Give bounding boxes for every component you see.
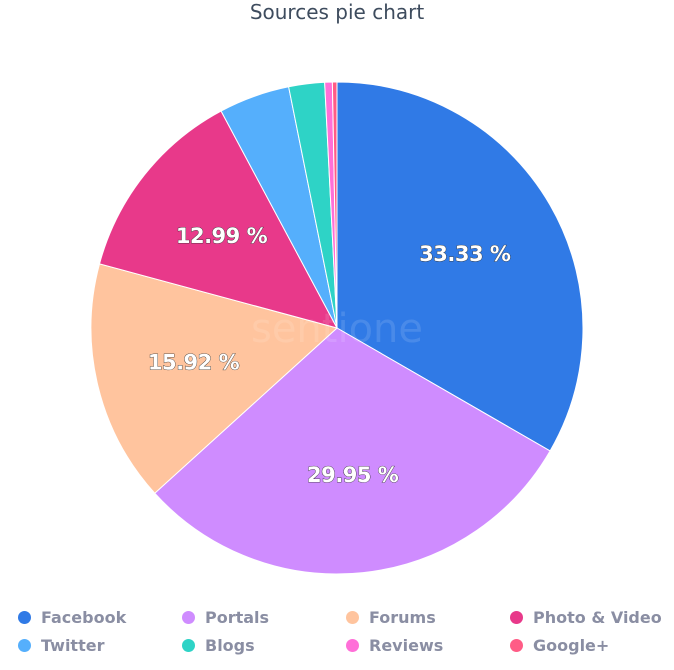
legend-item[interactable]: Portals	[182, 606, 346, 628]
pie-slice-portals[interactable]	[154, 327, 551, 575]
legend-marker-icon	[18, 638, 31, 652]
legend-marker-icon	[18, 610, 31, 624]
legend-label: Google+	[533, 635, 610, 655]
pie-slice-forums[interactable]	[90, 263, 339, 494]
legend-marker-icon	[510, 610, 523, 624]
legend-item[interactable]: Google+	[510, 634, 674, 656]
legend-item[interactable]: Twitter	[18, 634, 182, 656]
legend-label: Twitter	[41, 635, 105, 655]
legend-label: Photo & Video	[533, 607, 662, 627]
legend: Facebook Portals Forums Photo & Video Twitte…	[18, 606, 674, 656]
data-label: 12.99 %	[176, 224, 268, 248]
watermark: sentione	[251, 306, 423, 352]
pie-slice-facebook[interactable]	[336, 81, 584, 452]
legend-item[interactable]: Forums	[346, 606, 510, 628]
data-label: 29.95 %	[307, 463, 399, 487]
legend-item[interactable]: Blogs	[182, 634, 346, 656]
legend-item[interactable]: Facebook	[18, 606, 182, 628]
pie-slice-photo-video[interactable]	[98, 110, 338, 329]
chart-title: Sources pie chart	[249, 0, 425, 24]
legend-marker-icon	[346, 638, 359, 652]
pie-chart: sentione 33.33 % 29.95 % 15.92 % 12.99 %	[90, 81, 584, 575]
legend-marker-icon	[510, 638, 523, 652]
data-label: 33.33 %	[419, 242, 511, 266]
legend-label: Reviews	[369, 635, 444, 655]
legend-label: Portals	[205, 607, 270, 627]
legend-marker-icon	[346, 610, 359, 624]
legend-item[interactable]: Photo & Video	[510, 606, 674, 628]
legend-label: Facebook	[41, 607, 127, 627]
legend-label: Blogs	[205, 635, 255, 655]
pie-slice-google-[interactable]	[331, 81, 338, 329]
legend-label: Forums	[369, 607, 436, 627]
legend-item[interactable]: Reviews	[346, 634, 510, 656]
data-label: 15.92 %	[148, 351, 240, 375]
legend-marker-icon	[182, 610, 195, 624]
legend-marker-icon	[182, 638, 195, 652]
